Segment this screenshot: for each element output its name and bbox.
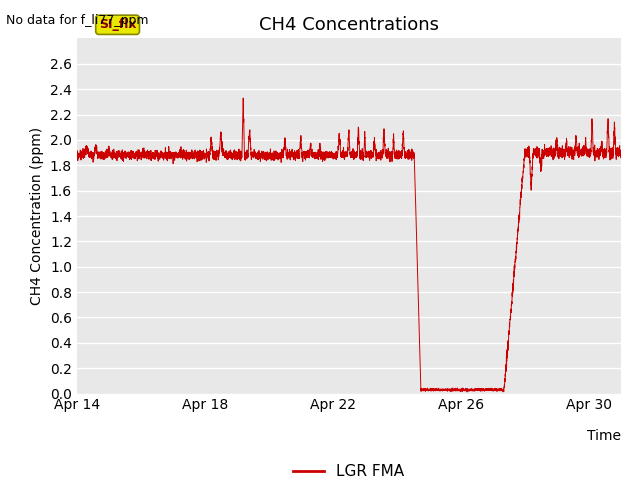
Text: No data for f_li77_ppm: No data for f_li77_ppm [6,14,149,27]
Text: SI_flx: SI_flx [99,18,136,31]
Legend: LGR FMA: LGR FMA [287,458,410,480]
Title: CH4 Concentrations: CH4 Concentrations [259,16,439,34]
Text: Time: Time [587,429,621,443]
Y-axis label: CH4 Concentration (ppm): CH4 Concentration (ppm) [30,127,44,305]
